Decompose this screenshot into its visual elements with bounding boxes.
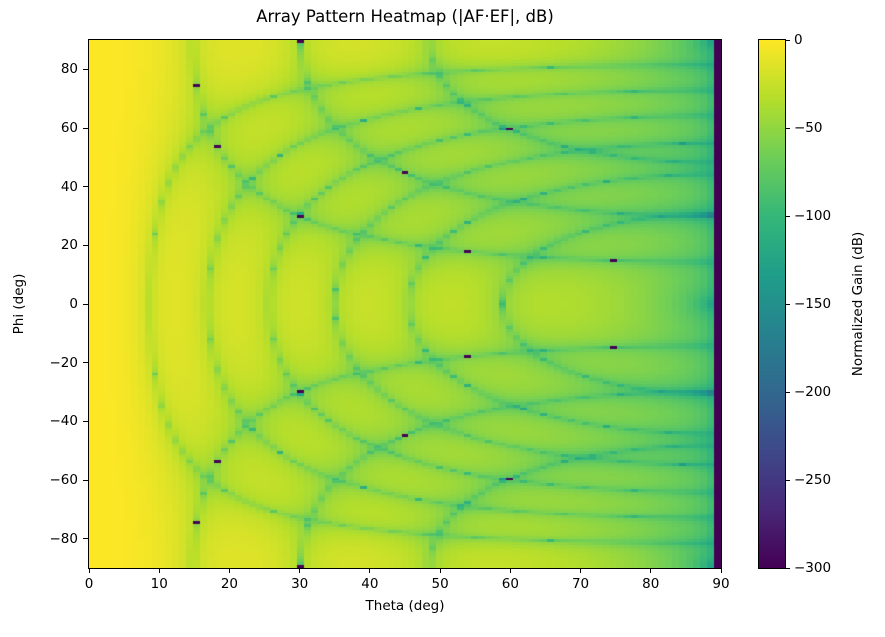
x-tick xyxy=(650,569,652,573)
y-tick xyxy=(83,186,88,188)
colorbar-tick xyxy=(786,391,790,393)
colorbar-tick-label: −50 xyxy=(794,120,823,136)
y-tick-label: −20 xyxy=(49,354,79,371)
plot-area xyxy=(88,39,722,569)
x-tick xyxy=(299,569,301,573)
y-tick xyxy=(83,479,88,481)
y-tick xyxy=(83,127,88,129)
y-tick xyxy=(83,420,88,422)
x-tick-label: 20 xyxy=(220,576,239,592)
x-tick-label: 80 xyxy=(642,576,660,592)
y-tick xyxy=(83,303,88,305)
x-tick-label: 90 xyxy=(712,576,730,592)
chart-title: Array Pattern Heatmap (|AF·EF|, dB) xyxy=(256,7,554,26)
heatmap-canvas xyxy=(89,40,721,568)
colorbar-tick xyxy=(786,303,790,305)
y-tick-label: 60 xyxy=(60,120,78,136)
y-tick-label: −80 xyxy=(49,530,79,547)
y-tick-label: 80 xyxy=(60,61,78,78)
colorbar-tick-label: −100 xyxy=(794,208,832,224)
x-tick xyxy=(369,569,371,573)
x-tick xyxy=(580,569,582,573)
colorbar-tick-label: −200 xyxy=(794,384,832,400)
x-tick xyxy=(228,569,230,573)
y-tick-label: 0 xyxy=(69,296,78,312)
colorbar-tick xyxy=(786,39,790,41)
x-tick-label: 0 xyxy=(84,576,94,592)
colorbar-tick-label: −250 xyxy=(794,472,832,488)
x-tick-label: 70 xyxy=(571,576,590,592)
colorbar xyxy=(758,39,786,569)
colorbar-gradient-canvas xyxy=(759,40,785,568)
colorbar-tick xyxy=(786,215,790,217)
colorbar-tick xyxy=(786,567,790,569)
y-tick xyxy=(83,362,88,364)
x-tick xyxy=(439,569,441,573)
y-tick-label: 20 xyxy=(60,237,78,254)
colorbar-label: Normalized Gain (dB) xyxy=(850,231,866,377)
y-tick-label: −40 xyxy=(49,413,79,430)
x-tick-label: 50 xyxy=(431,576,449,592)
x-tick-label: 30 xyxy=(291,576,309,592)
x-tick-label: 10 xyxy=(150,576,168,592)
x-axis-label: Theta (deg) xyxy=(365,598,445,614)
y-tick xyxy=(83,538,88,540)
x-tick-label: 60 xyxy=(501,576,519,592)
x-tick xyxy=(158,569,160,573)
colorbar-tick-label: 0 xyxy=(794,32,803,48)
x-tick-label: 40 xyxy=(361,576,379,592)
y-tick-label: 40 xyxy=(60,178,78,195)
y-tick-label: −60 xyxy=(49,472,79,488)
x-tick xyxy=(720,569,722,573)
y-axis-label: Phi (deg) xyxy=(11,273,27,335)
colorbar-tick xyxy=(786,479,790,481)
colorbar-tick-label: −150 xyxy=(794,296,832,312)
y-tick xyxy=(83,68,88,70)
x-tick xyxy=(509,569,511,573)
y-tick xyxy=(83,244,88,246)
colorbar-tick-label: −300 xyxy=(794,560,832,576)
colorbar-tick xyxy=(786,127,790,129)
x-tick xyxy=(88,569,90,573)
